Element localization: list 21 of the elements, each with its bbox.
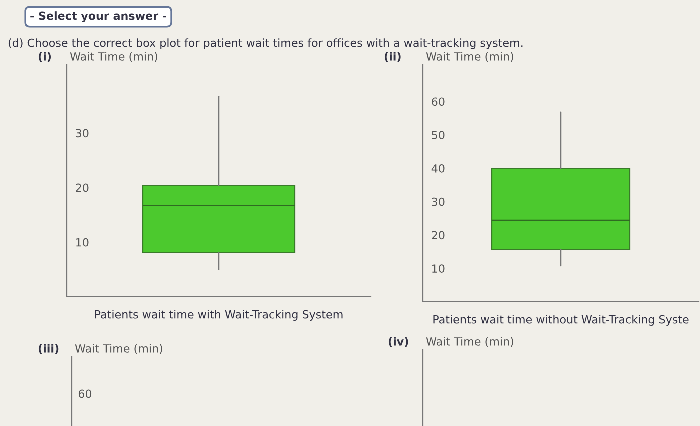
y-tick-label: 30 xyxy=(76,129,89,138)
y-tick-label: 20 xyxy=(432,231,445,240)
text: (iii) xyxy=(38,344,59,354)
y-axis-title: Wait Time (min) xyxy=(70,52,158,62)
x-axis-title: Patients wait time without Wait-Tracking Syste xyxy=(434,315,689,326)
x-axis-title: Patients wait time with Wait-Tracking System xyxy=(95,310,343,321)
text: - Select your answer - xyxy=(30,12,166,22)
chart-title: (ii) xyxy=(384,52,401,62)
text: Wait Time (min) xyxy=(75,344,162,354)
text: Wait Time (min) xyxy=(426,337,514,348)
text: (iv) xyxy=(388,337,408,348)
y-tick-label: 50 xyxy=(432,131,445,140)
y-tick-label: 10 xyxy=(76,238,89,247)
y-tick-label: 40 xyxy=(432,164,445,173)
y-tick-label: 60 xyxy=(432,98,445,106)
chart-title: (i) xyxy=(38,52,52,62)
y-tick-label: 30 xyxy=(432,198,445,206)
y-tick-label: 20 xyxy=(76,184,89,192)
y-tick-label: 10 xyxy=(432,264,445,273)
text: (d) Choose the correct box plot for patient wait times for offices with a wait-tracking system. xyxy=(8,38,523,50)
y-axis-title: Wait Time (min) xyxy=(426,52,514,62)
